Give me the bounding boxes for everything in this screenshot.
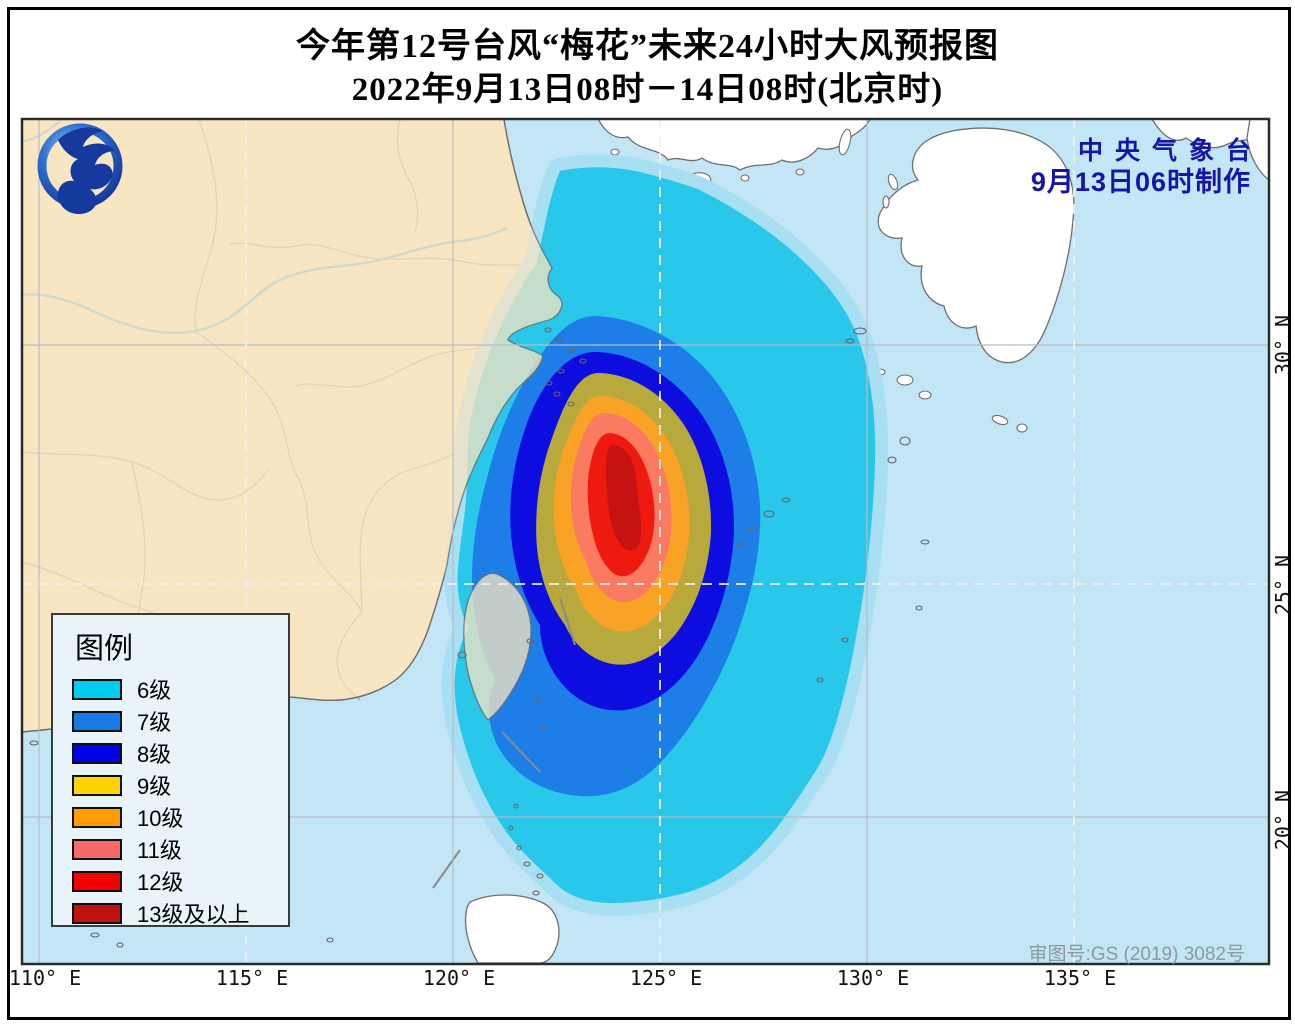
map-frame xyxy=(20,117,1271,966)
issue-time: 9月13日06时制作 xyxy=(1030,167,1251,197)
lon-label-125e: 125° E xyxy=(629,966,703,990)
wind-level-swatch xyxy=(72,742,122,764)
map-title: 今年第12号台风“梅花”未来24小时大风预报图 xyxy=(296,28,999,65)
wind-level-swatch xyxy=(72,838,122,860)
map-subtitle: 2022年9月13日08时－14日08时(北京时) xyxy=(351,72,944,108)
wind-areas xyxy=(441,154,889,916)
legend-item-label: 12级 xyxy=(137,870,184,895)
cma-logo xyxy=(37,123,123,215)
legend: 图例 6级 7级 8级 9级 10级 11级 12级 13级及以上 xyxy=(51,613,290,927)
wind-level-swatch xyxy=(72,902,122,924)
legend-item: 7级 xyxy=(72,705,288,737)
lon-label-115e: 115° E xyxy=(215,966,289,990)
map-approval-number: 审图号:GS (2019) 3082号 xyxy=(1028,944,1245,965)
wind-level-swatch xyxy=(72,774,122,796)
legend-item-label: 10级 xyxy=(137,806,184,831)
lat-label-25n: 25° N xyxy=(1271,554,1295,616)
legend-item: 12级 xyxy=(72,865,288,897)
legend-item-label: 6级 xyxy=(137,678,172,703)
legend-item: 13级及以上 xyxy=(72,897,288,929)
legend-item: 9级 xyxy=(72,769,288,801)
legend-title: 图例 xyxy=(75,633,134,665)
legend-item-label: 11级 xyxy=(137,838,182,863)
route-segments xyxy=(432,597,576,889)
wind-level-swatch xyxy=(72,678,122,700)
lon-label-135e: 135° E xyxy=(1043,966,1117,990)
wind-level-swatch xyxy=(72,710,122,732)
legend-item-label: 8级 xyxy=(137,742,172,767)
lon-label-130e: 130° E xyxy=(836,966,910,990)
legend-item-label: 9级 xyxy=(137,774,172,799)
agency-name: 中央气象台 xyxy=(1077,137,1263,165)
legend-item: 11级 xyxy=(72,833,288,865)
tsushima-island xyxy=(838,128,852,156)
legend-rows: 6级 7级 8级 9级 10级 11级 12级 13级及以上 xyxy=(72,673,288,929)
luzon-island xyxy=(464,894,560,964)
wind-area-level-13 xyxy=(605,445,642,551)
lon-label-110e: 110° E xyxy=(8,966,82,990)
wind-level-swatch xyxy=(72,870,122,892)
wind-level-swatch xyxy=(72,806,122,828)
lat-label-30n: 30° N xyxy=(1271,314,1295,376)
legend-item: 6级 xyxy=(72,673,288,705)
legend-item-label: 13级及以上 xyxy=(137,902,250,927)
lat-label-20n: 20° N xyxy=(1271,789,1295,851)
lon-label-120e: 120° E xyxy=(422,966,496,990)
legend-item-label: 7级 xyxy=(137,710,172,735)
legend-item: 10级 xyxy=(72,801,288,833)
islet-outlines xyxy=(29,327,930,948)
japan-small-islands xyxy=(610,148,1028,433)
legend-item: 8级 xyxy=(72,737,288,769)
